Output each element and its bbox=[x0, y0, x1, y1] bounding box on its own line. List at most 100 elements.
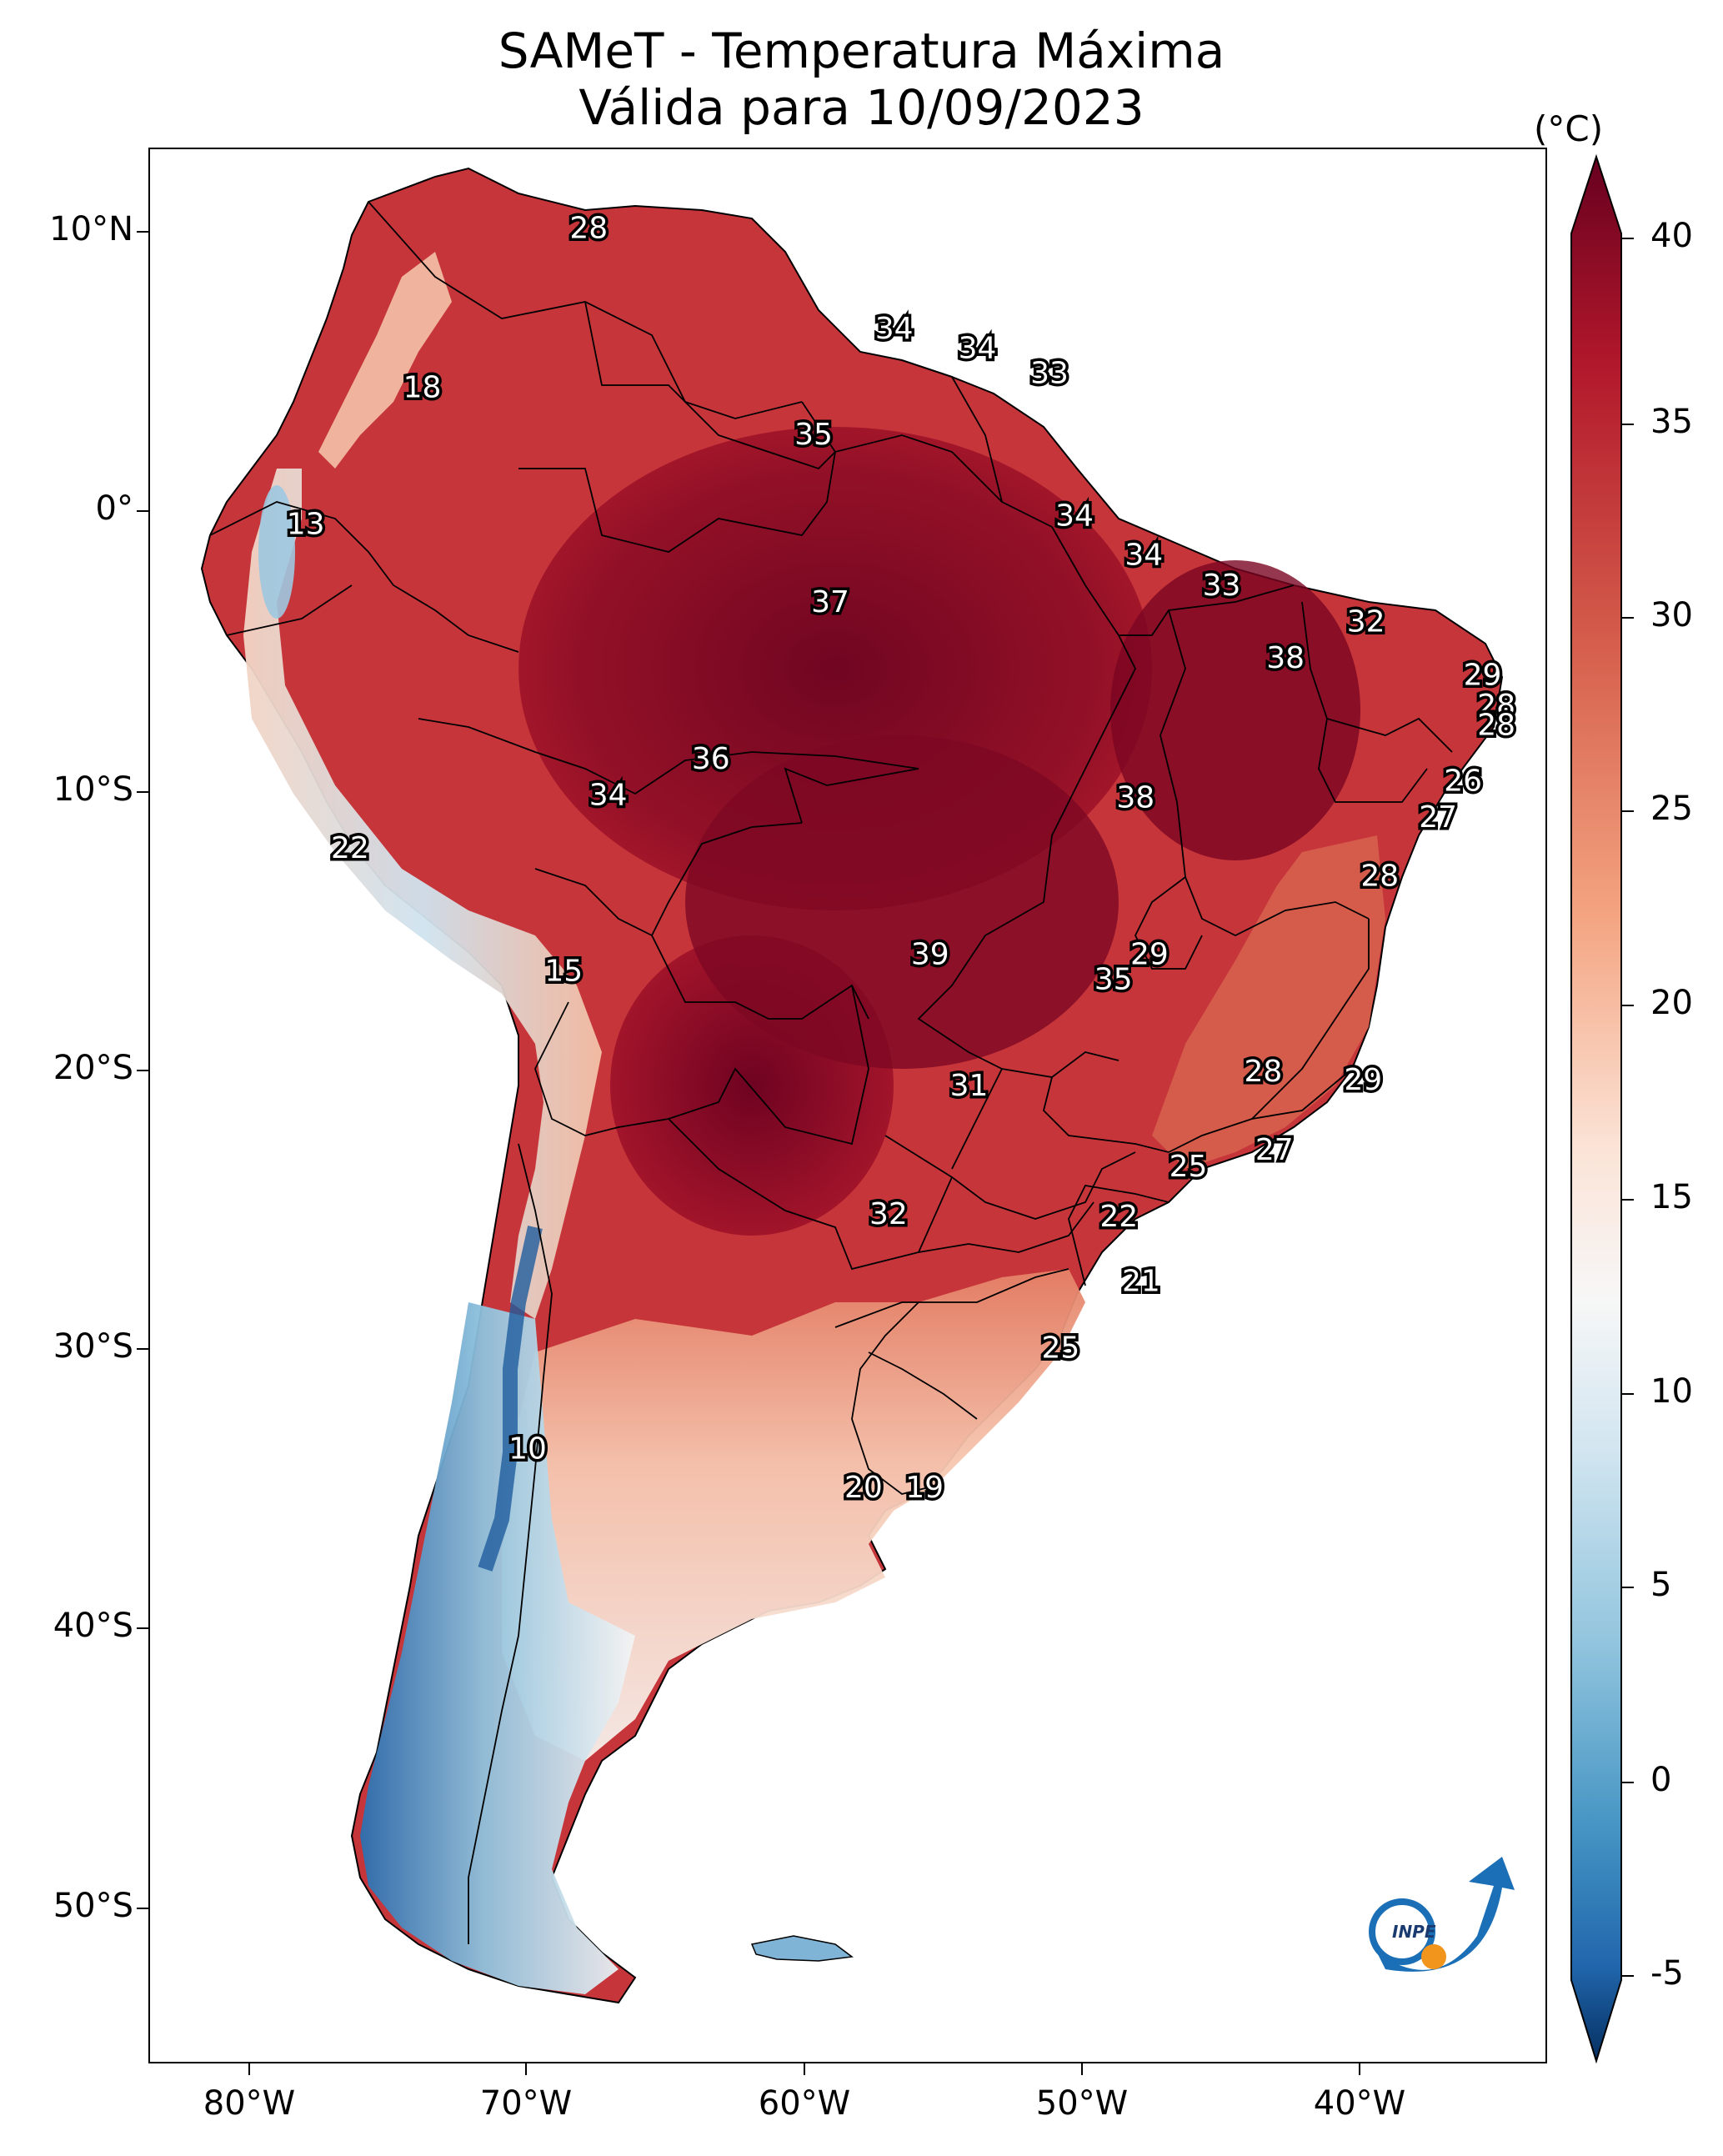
temperature-label: 27 bbox=[1255, 1133, 1294, 1167]
colorbar-tick bbox=[1622, 1199, 1634, 1201]
lon-tick bbox=[525, 2063, 527, 2075]
colorbar-label-35: 35 bbox=[1650, 403, 1693, 441]
temperature-label: 34 bbox=[1124, 538, 1163, 572]
temperature-label: 36 bbox=[692, 742, 730, 776]
temperature-label: 29 bbox=[1344, 1063, 1382, 1097]
temperature-label: 29 bbox=[1130, 937, 1169, 971]
colorbar-tick bbox=[1622, 810, 1634, 812]
temperature-label: 22 bbox=[1099, 1200, 1138, 1234]
lon-tick bbox=[1359, 2063, 1360, 2075]
colorbar-tick bbox=[1622, 1975, 1634, 1977]
inpe-logo-text: INPE bbox=[1392, 1922, 1436, 1942]
colombia-andes-cool bbox=[318, 252, 452, 469]
colorbar-tick bbox=[1622, 424, 1634, 425]
temperature-label: 29 bbox=[1464, 658, 1502, 692]
colorbar-tick bbox=[1622, 617, 1634, 619]
heat-core-northeast bbox=[1110, 560, 1360, 860]
lon-label-40w: 40°W bbox=[1313, 2084, 1406, 2123]
temperature-label: 26 bbox=[1444, 765, 1482, 799]
map-title-line2: Válida para 10/09/2023 bbox=[579, 79, 1144, 136]
temperature-label: 35 bbox=[794, 418, 833, 452]
colorbar bbox=[1570, 153, 1622, 2064]
east-coast-mild-zone bbox=[1152, 835, 1385, 1169]
lon-tick bbox=[248, 2063, 250, 2075]
inpe-logo: INPE bbox=[1369, 1857, 1515, 1972]
colorbar-tick bbox=[1622, 1782, 1634, 1783]
ecuador-andes-cold bbox=[258, 485, 295, 619]
temperature-label: 39 bbox=[911, 937, 949, 971]
colorbar-label-15: 15 bbox=[1650, 1178, 1693, 1216]
temperature-label: 38 bbox=[1116, 781, 1155, 815]
temperature-label: 34 bbox=[1055, 499, 1094, 533]
temperature-label: 31 bbox=[950, 1069, 989, 1103]
map-area: 28 34 34 33 18 35 13 34 34 37 33 32 38 29 28 28 36 34 38 26… bbox=[148, 148, 1547, 2063]
lat-tick bbox=[137, 231, 148, 233]
colorbar-tick bbox=[1622, 1587, 1634, 1588]
lat-label-40s: 40°S bbox=[53, 1607, 133, 1645]
temperature-label: 37 bbox=[811, 585, 849, 619]
temperature-label: 28 bbox=[1244, 1055, 1282, 1089]
temperature-label: 25 bbox=[1041, 1331, 1079, 1366]
lat-tick bbox=[137, 510, 148, 512]
temperature-label: 28 bbox=[1360, 860, 1399, 894]
lat-label-10n: 10°N bbox=[49, 210, 133, 248]
temperature-label: 25 bbox=[1170, 1150, 1208, 1184]
lat-label-10s: 10°S bbox=[53, 770, 133, 809]
colorbar-label-5: 5 bbox=[1650, 1566, 1672, 1604]
colorbar-label-0: 0 bbox=[1650, 1761, 1672, 1799]
heat-core-central bbox=[685, 735, 1119, 1069]
temperature-label: 13 bbox=[287, 507, 325, 541]
colorbar-label-minus5: -5 bbox=[1650, 1954, 1684, 1993]
lon-label-50w: 50°W bbox=[1035, 2084, 1129, 2123]
temperature-label: 20 bbox=[844, 1471, 883, 1505]
colorbar-label-10: 10 bbox=[1650, 1372, 1693, 1411]
lat-tick bbox=[137, 1627, 148, 1629]
lon-tick bbox=[804, 2063, 805, 2075]
colorbar-tick bbox=[1622, 1005, 1634, 1006]
lon-label-60w: 60°W bbox=[758, 2084, 851, 2123]
temperature-label: 34 bbox=[875, 312, 914, 346]
colorbar-label-30: 30 bbox=[1650, 596, 1693, 634]
falkland-islands bbox=[750, 1935, 854, 1962]
colorbar-label-40: 40 bbox=[1650, 217, 1693, 255]
temperature-label: 34 bbox=[959, 331, 997, 365]
lon-tick bbox=[1081, 2063, 1083, 2075]
temperature-label: 28 bbox=[1477, 689, 1515, 723]
lat-label-20s: 20°S bbox=[53, 1049, 133, 1087]
temperature-label: 34 bbox=[589, 778, 628, 812]
temperature-label: 27 bbox=[1419, 800, 1457, 835]
temperature-label: 19 bbox=[905, 1471, 944, 1505]
temperature-label: 15 bbox=[544, 954, 583, 988]
colorbar-unit: (°C) bbox=[1534, 108, 1604, 149]
map-title-line1: SAMeT - Temperatura Máxima bbox=[498, 23, 1225, 79]
temperature-label: 28 bbox=[1477, 709, 1515, 743]
lat-label-0: 0° bbox=[95, 489, 133, 528]
temperature-label: 10 bbox=[508, 1431, 547, 1466]
lat-tick bbox=[137, 791, 148, 793]
temperature-label: 33 bbox=[1203, 569, 1241, 603]
temperature-label: 21 bbox=[1122, 1264, 1160, 1298]
temperature-label: 35 bbox=[1094, 962, 1133, 996]
temperature-label: 18 bbox=[403, 370, 442, 404]
patagonia-cold-zone bbox=[360, 1302, 635, 1994]
country-borders bbox=[209, 201, 1453, 1944]
temperature-label: 38 bbox=[1266, 641, 1305, 675]
temperature-label: 28 bbox=[569, 211, 608, 245]
lon-label-80w: 80°W bbox=[203, 2084, 296, 2123]
andes-cold-line bbox=[478, 1226, 543, 1572]
colorbar-label-20: 20 bbox=[1650, 984, 1693, 1022]
temperature-label: 22 bbox=[331, 831, 369, 865]
lat-tick bbox=[137, 1348, 148, 1350]
andes-cool-strip bbox=[243, 469, 602, 1319]
lat-label-50s: 50°S bbox=[53, 1887, 133, 1925]
lat-label-30s: 30°S bbox=[53, 1327, 133, 1366]
lon-label-70w: 70°W bbox=[479, 2084, 573, 2123]
temperature-label: 33 bbox=[1030, 357, 1069, 391]
lat-tick bbox=[137, 1908, 148, 1909]
colorbar-tick bbox=[1622, 238, 1634, 239]
colorbar-tick bbox=[1622, 1393, 1634, 1395]
lat-tick bbox=[137, 1070, 148, 1071]
temperature-label: 32 bbox=[1347, 605, 1385, 639]
